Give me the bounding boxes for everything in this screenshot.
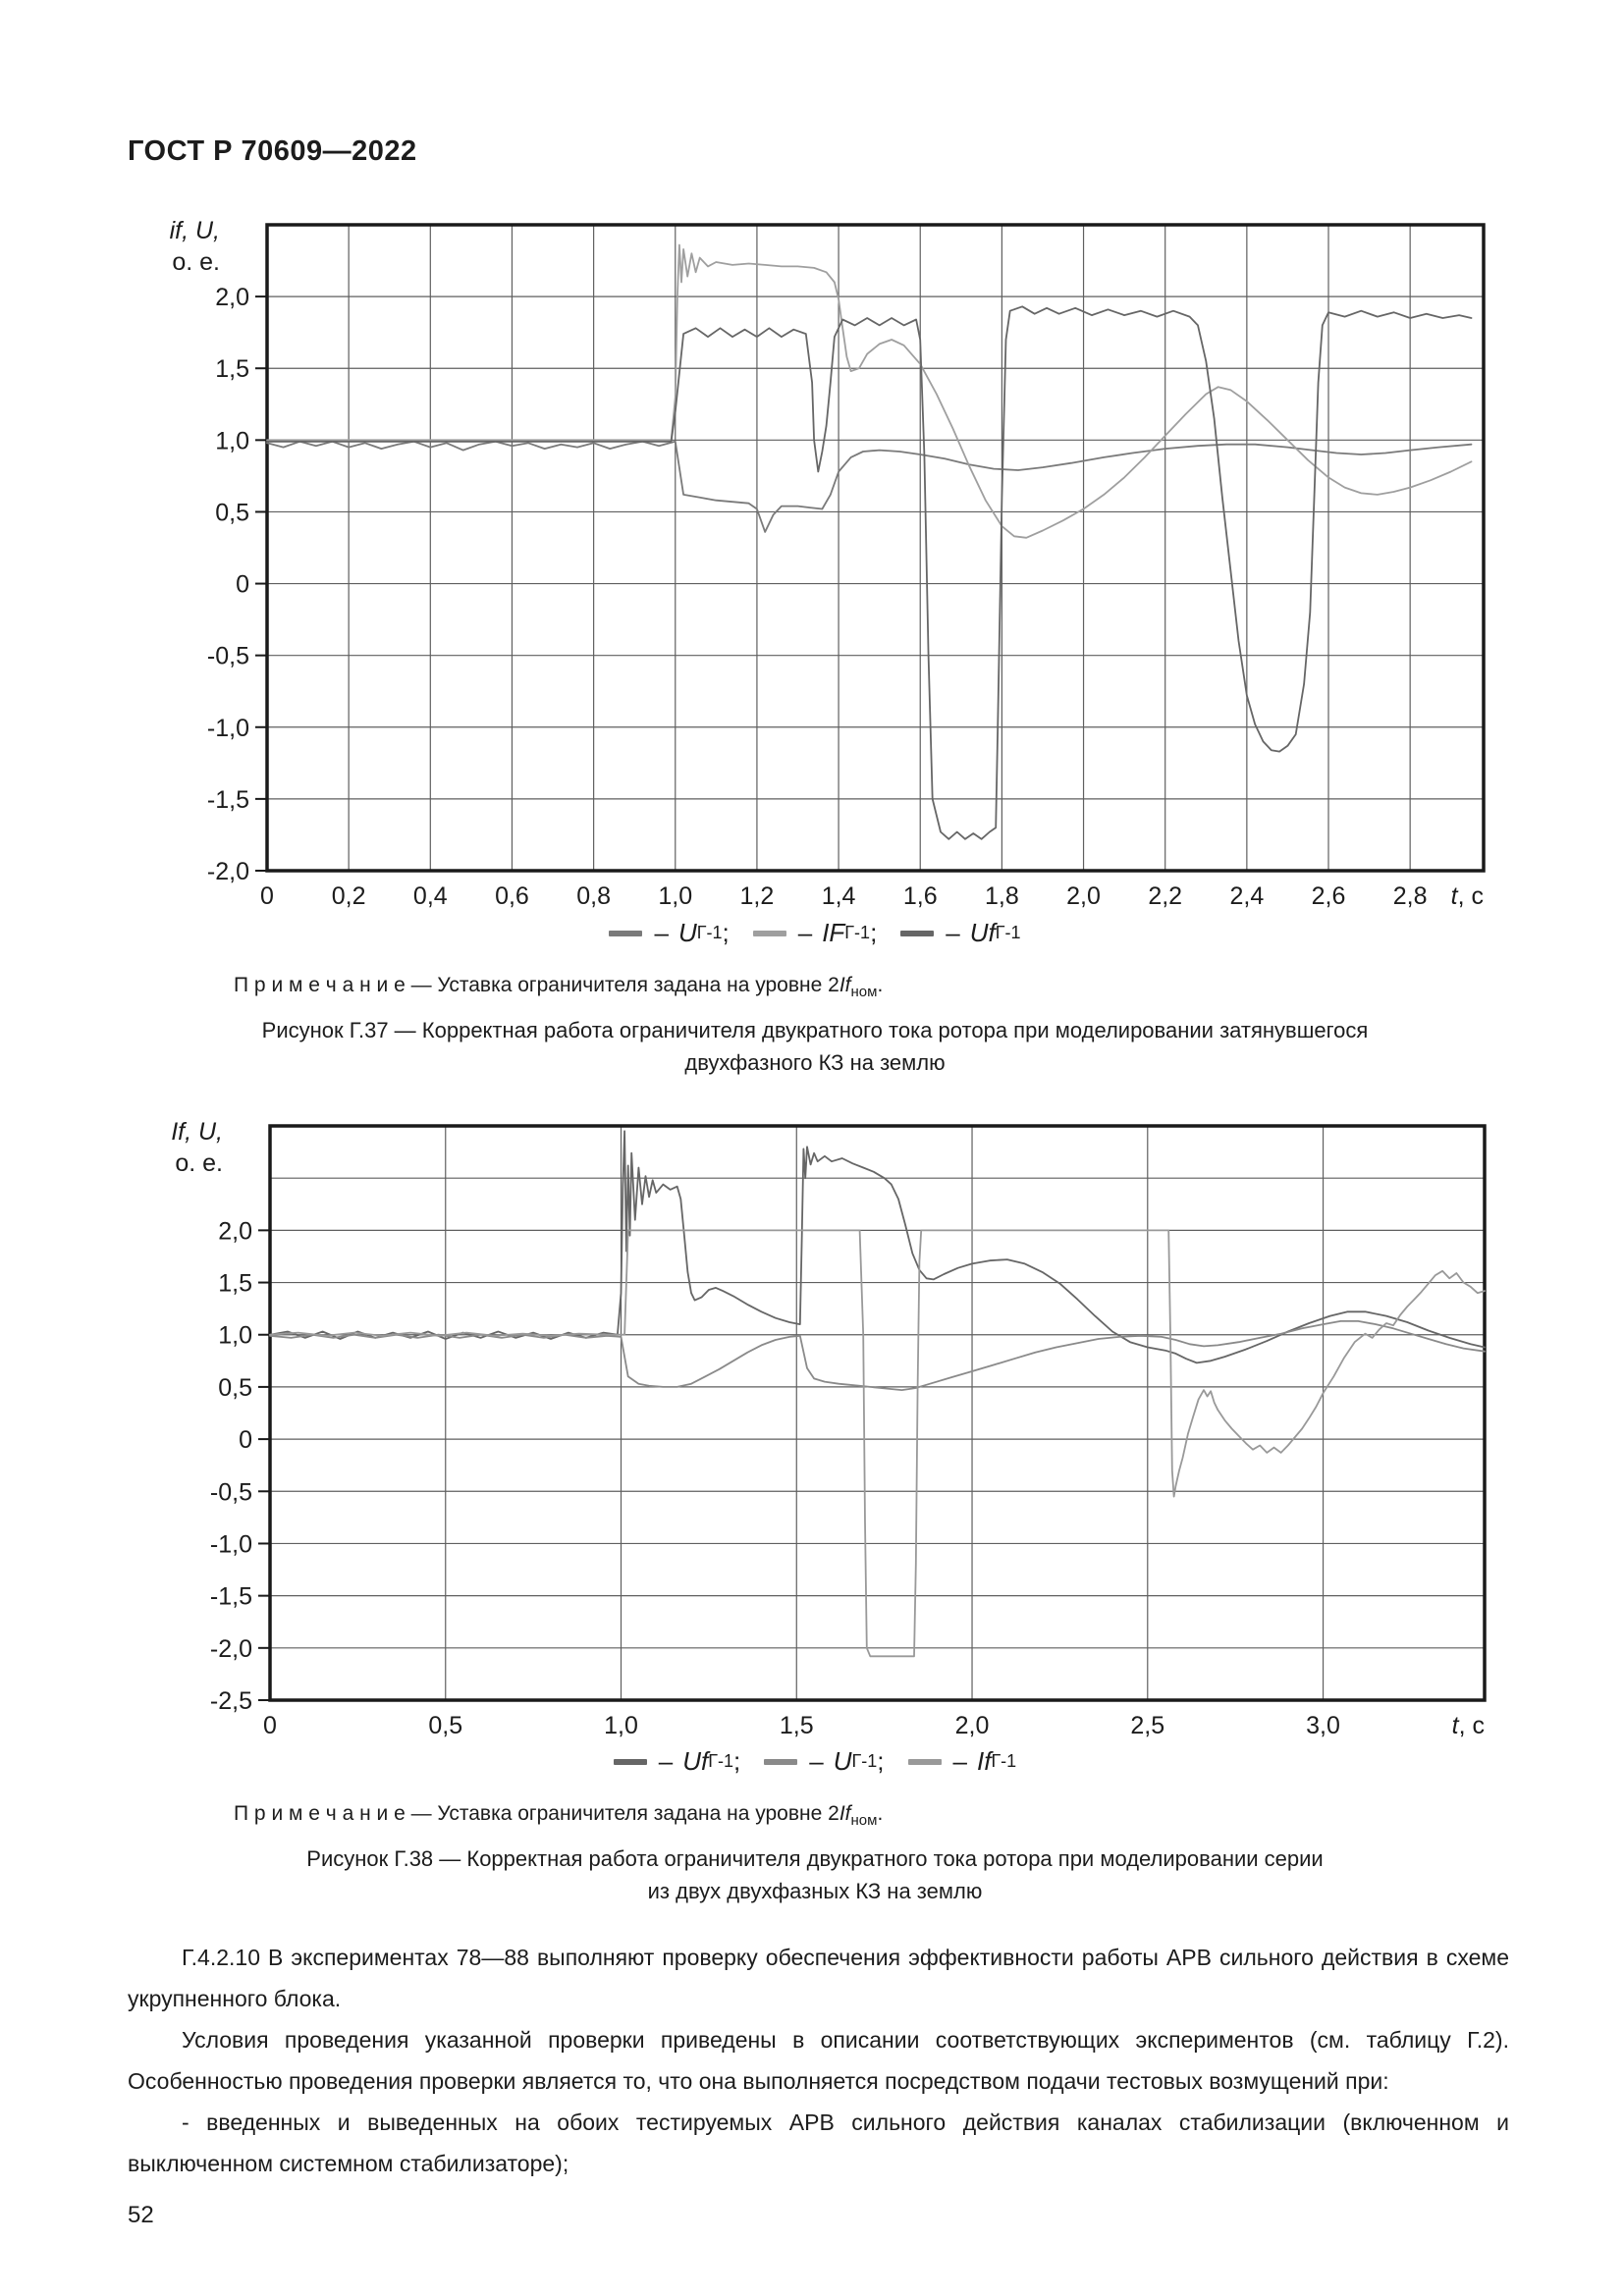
- svg-text:1,4: 1,4: [822, 882, 856, 910]
- svg-text:-1,5: -1,5: [207, 786, 249, 814]
- svg-text:1,0: 1,0: [658, 882, 692, 910]
- svg-text:t, c: t, c: [1452, 1712, 1485, 1739]
- svg-text:0: 0: [239, 1426, 252, 1454]
- legend-dash-icon: [613, 1758, 647, 1765]
- svg-text:2,8: 2,8: [1393, 882, 1428, 910]
- svg-text:2,5: 2,5: [1130, 1712, 1164, 1739]
- legend-item-Uf: – Uf Г-1;: [613, 1746, 740, 1777]
- svg-text:0,5: 0,5: [218, 1374, 252, 1402]
- page-number: 52: [128, 2202, 154, 2229]
- legend-item-IF: – IF Г-1;: [752, 918, 877, 948]
- series-IF_Г-1: [266, 243, 1473, 539]
- svg-text:1,5: 1,5: [215, 355, 249, 383]
- svg-text:-1,5: -1,5: [210, 1583, 252, 1611]
- svg-text:-2,5: -2,5: [210, 1687, 252, 1715]
- svg-text:0,5: 0,5: [428, 1712, 462, 1739]
- svg-text:2,0: 2,0: [955, 1712, 990, 1739]
- series-U_Г-1: [269, 1320, 1486, 1392]
- svg-text:3,0: 3,0: [1306, 1712, 1340, 1739]
- svg-text:0: 0: [263, 1712, 277, 1739]
- series-U_Г-1: [266, 440, 1473, 533]
- svg-text:-0,5: -0,5: [207, 643, 249, 670]
- legend-dash-icon: [900, 930, 935, 936]
- svg-text:If, U,: If, U,: [171, 1118, 223, 1146]
- svg-text:0,6: 0,6: [495, 882, 529, 910]
- svg-text:о. е.: о. е.: [175, 1149, 223, 1177]
- svg-text:-1,0: -1,0: [210, 1531, 252, 1559]
- svg-text:1,6: 1,6: [903, 882, 938, 910]
- svg-text:1,5: 1,5: [780, 1712, 814, 1739]
- svg-text:-2,0: -2,0: [210, 1635, 252, 1663]
- paragraph-conditions: Условия проведения указанной проверки пр…: [128, 2027, 1509, 2095]
- svg-text:-1,0: -1,0: [207, 715, 249, 742]
- svg-text:2,6: 2,6: [1312, 882, 1346, 910]
- svg-text:1,0: 1,0: [604, 1712, 638, 1739]
- svg-text:0: 0: [236, 571, 249, 599]
- svg-text:2,2: 2,2: [1148, 882, 1182, 910]
- legend-item-If: – If Г-1: [907, 1746, 1016, 1777]
- legend-dash-icon: [752, 930, 786, 936]
- legend-item-U: – U Г-1;: [609, 918, 730, 948]
- svg-text:0,4: 0,4: [413, 882, 448, 910]
- svg-text:2,0: 2,0: [1066, 882, 1101, 910]
- figure-g38-plot: 2,0 1,5 1,0 0,5 0 -0,5 -1,0 -1,5 -2,0 -2,5 0 0,5 1,0…: [171, 1118, 1487, 1739]
- figure-g38-caption: Рисунок Г.38 — Корректная работа огранич…: [306, 1846, 1324, 1904]
- svg-text:0,8: 0,8: [576, 882, 611, 910]
- body-text: Г.4.2.10 В экспериментах 78—88 выполняют…: [128, 1937, 1509, 2184]
- legend-dash-icon: [764, 1758, 798, 1765]
- legend-dash-icon: [609, 930, 643, 936]
- document-title: ГОСТ Р 70609—2022: [128, 135, 417, 167]
- svg-text:2,4: 2,4: [1229, 882, 1264, 910]
- legend-dash-icon: [907, 1758, 942, 1765]
- svg-text:1,0: 1,0: [215, 427, 249, 454]
- svg-text:-0,5: -0,5: [210, 1478, 252, 1506]
- figure-g38-note: П р и м е ч а н и е — Уставка ограничите…: [234, 1802, 884, 1830]
- figure-g37-note: П р и м е ч а н и е — Уставка ограничите…: [234, 974, 884, 1001]
- svg-text:1,0: 1,0: [218, 1322, 252, 1350]
- paragraph-list-item: - введенных и выведенных на обоих тестир…: [128, 2109, 1509, 2177]
- series-Uf_Г-1: [266, 305, 1473, 840]
- svg-text:1,8: 1,8: [985, 882, 1019, 910]
- paragraph-g4210: Г.4.2.10 В экспериментах 78—88 выполняют…: [128, 1945, 1509, 2012]
- figure-g37-legend: – U Г-1; – IF Г-1; – Uf Г-1: [128, 918, 1502, 948]
- legend-item-U: – U Г-1;: [764, 1746, 885, 1777]
- svg-text:1,5: 1,5: [218, 1270, 252, 1298]
- svg-text:-2,0: -2,0: [207, 858, 249, 885]
- svg-text:0,2: 0,2: [332, 882, 366, 910]
- figure-g37-caption: Рисунок Г.37 — Корректная работа огранич…: [261, 1018, 1369, 1076]
- legend-item-Uf: – Uf Г-1: [900, 918, 1021, 948]
- figure-g38-legend: – Uf Г-1; – U Г-1; – If Г-1: [128, 1746, 1502, 1777]
- svg-text:0,5: 0,5: [215, 499, 249, 526]
- figure-g38: 2,0 1,5 1,0 0,5 0 -0,5 -1,0 -1,5 -2,0 -2,5 0 0,5 1,0…: [128, 1096, 1624, 1746]
- series-If_Г-1: [269, 1229, 1486, 1658]
- figure-g37: 2,0 1,5 1,0 0,5 0 -0,5 -1,0 -1,5 -2,0 0 0,2 0,4 0,6 0…: [128, 189, 1624, 918]
- svg-text:2,0: 2,0: [218, 1218, 252, 1246]
- svg-text:0: 0: [260, 882, 274, 910]
- svg-text:1,2: 1,2: [740, 882, 775, 910]
- svg-text:2,0: 2,0: [215, 284, 249, 311]
- svg-text:if, U,: if, U,: [170, 217, 220, 244]
- svg-text:о. е.: о. е.: [172, 248, 220, 276]
- svg-text:t, c: t, c: [1451, 882, 1484, 910]
- figure-g37-plot: 2,0 1,5 1,0 0,5 0 -0,5 -1,0 -1,5 -2,0 0 0,2 0,4 0,6 0…: [170, 217, 1486, 910]
